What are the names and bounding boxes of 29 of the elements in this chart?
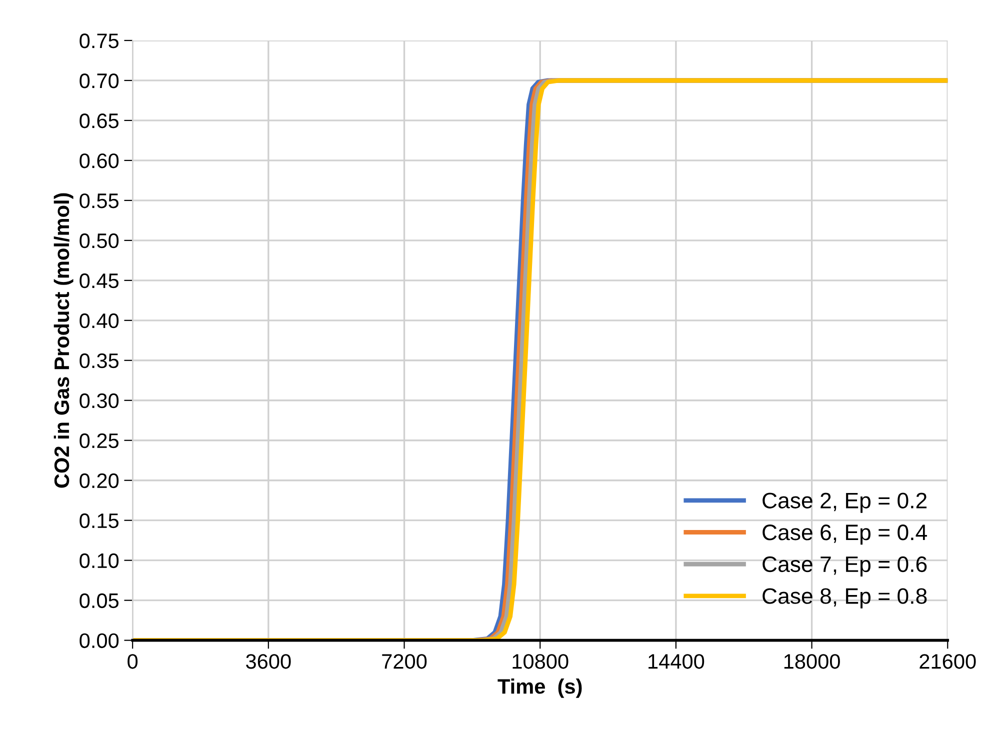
y-tick-label: 0.45 — [80, 273, 119, 288]
x-tick-label: 7200 — [382, 654, 427, 669]
x-tick-label: 10800 — [512, 654, 568, 669]
y-tick-label: 0.10 — [80, 553, 119, 568]
y-tick-label: 0.50 — [80, 233, 119, 248]
y-tick-label: 0.25 — [80, 433, 119, 448]
x-tick-label: 0 — [128, 654, 138, 669]
x-tick-label: 14400 — [648, 654, 704, 669]
x-tick-label: 18000 — [784, 654, 840, 669]
y-tick-label: 0.20 — [80, 473, 119, 488]
legend-label: Case 2, Ep = 0.2 — [762, 492, 927, 513]
legend-label: Case 6, Ep = 0.4 — [762, 524, 927, 545]
y-tick-label: 0.35 — [80, 353, 119, 368]
y-tick-label: 0.70 — [80, 73, 119, 88]
y-tick-label: 0.75 — [80, 33, 119, 48]
x-tick-label: 21600 — [920, 654, 976, 669]
y-tick-label: 0.15 — [80, 513, 119, 528]
y-tick-label: 0.05 — [80, 593, 119, 608]
y-tick-label: 0.40 — [80, 313, 119, 328]
y-tick-label: 0.60 — [80, 153, 119, 168]
x-axis-title: Time (s) — [498, 678, 582, 698]
legend-label: Case 8, Ep = 0.8 — [762, 588, 927, 608]
x-tick-label: 3600 — [246, 654, 291, 669]
y-axis-title: CO2 in Gas Product (mol/mol) — [54, 193, 74, 488]
y-tick-label: 0.65 — [80, 113, 119, 128]
legend-label: Case 7, Ep = 0.6 — [762, 556, 927, 576]
y-tick-label: 0.00 — [80, 633, 119, 648]
y-tick-label: 0.30 — [80, 393, 119, 408]
y-tick-label: 0.55 — [80, 193, 119, 208]
